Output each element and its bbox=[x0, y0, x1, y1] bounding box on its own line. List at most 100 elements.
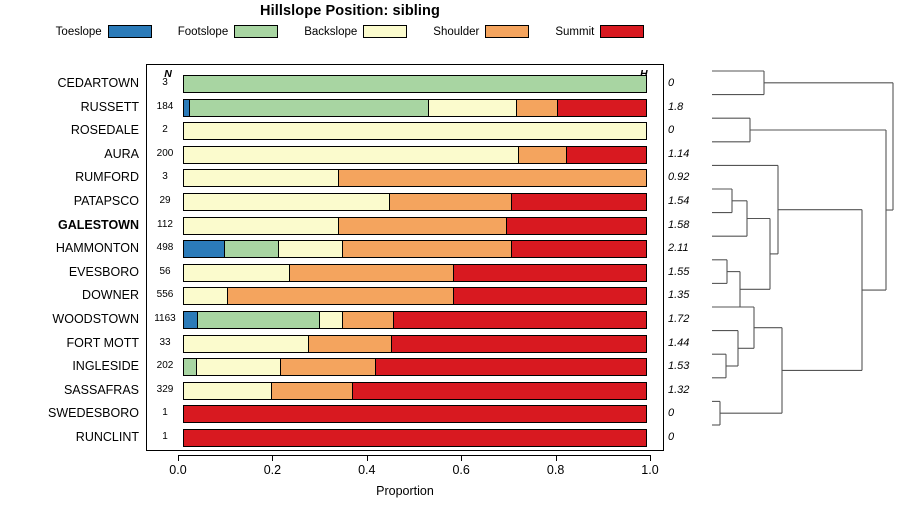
row-label: GALESTOWN bbox=[57, 217, 139, 232]
row-h-value: 2.11 bbox=[668, 242, 689, 255]
x-tick bbox=[555, 455, 557, 461]
row-h-value: 1.58 bbox=[668, 218, 690, 231]
x-tick bbox=[178, 455, 179, 461]
bar-segment-toeslope bbox=[184, 241, 225, 258]
row-h-value: 1.53 bbox=[668, 360, 690, 373]
table-row: FORT MOTT 33 1.44 bbox=[0, 331, 900, 355]
chart-title: Hillslope Position: sibling bbox=[260, 3, 440, 19]
legend-swatch bbox=[107, 25, 152, 38]
table-row: INGLESIDE 202 1.53 bbox=[0, 354, 900, 378]
stacked-bar bbox=[183, 358, 647, 377]
table-row: CEDARTOWN 3 0 bbox=[0, 71, 900, 95]
table-row: RUSSETT 184 1.8 bbox=[0, 95, 900, 119]
row-label: PATAPSCO bbox=[73, 194, 139, 208]
table-row: SASSAFRAS 329 1.32 bbox=[0, 378, 900, 402]
x-tick-label: 0.4 bbox=[358, 463, 376, 477]
bar-segment-shoulder bbox=[389, 194, 512, 210]
row-h-value: 1.32 bbox=[668, 383, 690, 396]
bar-segment-summit bbox=[454, 288, 646, 305]
bar-segment-backslope bbox=[184, 194, 390, 210]
row-n-value: 29 bbox=[159, 195, 171, 206]
bar-segment-summit bbox=[511, 241, 646, 258]
stacked-bar bbox=[183, 311, 647, 329]
legend-swatch bbox=[600, 25, 645, 38]
row-n-value: 3 bbox=[162, 77, 168, 88]
bar-segment-shoulder bbox=[227, 288, 455, 305]
bar-segment-summit bbox=[391, 335, 646, 352]
x-tick-label: 0.0 bbox=[169, 463, 187, 477]
table-row: PATAPSCO 29 1.54 bbox=[0, 189, 900, 213]
legend-label: Toeslope bbox=[55, 25, 102, 38]
row-label: INGLESIDE bbox=[72, 359, 139, 374]
row-n-value: 56 bbox=[159, 265, 171, 277]
stacked-bar bbox=[183, 193, 647, 211]
row-label: ROSEDALE bbox=[70, 123, 139, 138]
stacked-bar bbox=[183, 405, 647, 424]
bar-segment-footslope bbox=[184, 76, 646, 92]
row-label: SASSAFRAS bbox=[63, 382, 139, 397]
row-h-value: 0 bbox=[668, 77, 675, 89]
row-label: AURA bbox=[104, 146, 139, 161]
stacked-bar bbox=[183, 98, 647, 117]
row-h-value: 1.14 bbox=[668, 147, 690, 160]
row-h-value: 1.54 bbox=[668, 195, 690, 207]
x-tick-label: 0.2 bbox=[263, 463, 282, 477]
row-h-value: 1.72 bbox=[668, 313, 690, 325]
x-tick-label: 0.8 bbox=[546, 463, 565, 477]
bar-segment-shoulder bbox=[338, 170, 646, 187]
row-n-value: 33 bbox=[159, 336, 171, 348]
bar-segment-shoulder bbox=[281, 359, 376, 376]
row-n-value: 112 bbox=[157, 218, 173, 230]
stacked-bar bbox=[183, 334, 647, 353]
row-label: DOWNER bbox=[82, 288, 139, 303]
row-h-value: 0 bbox=[668, 124, 675, 137]
x-tick-label: 0.6 bbox=[452, 463, 470, 477]
bar-segment-backslope bbox=[184, 335, 309, 352]
row-h-value: 1.44 bbox=[668, 336, 690, 349]
bar-segment-footslope bbox=[184, 359, 197, 376]
bar-segment-backslope bbox=[320, 312, 344, 328]
legend-item-shoulder: Shoulder bbox=[433, 25, 530, 38]
bar-segment-summit bbox=[184, 406, 646, 423]
row-label: FORT MOTT bbox=[66, 335, 139, 350]
bar-segment-summit bbox=[394, 312, 646, 328]
row-n-value: 329 bbox=[156, 383, 174, 395]
stacked-bar bbox=[183, 381, 647, 400]
bar-segment-shoulder bbox=[343, 312, 395, 328]
bar-segment-shoulder bbox=[308, 335, 392, 352]
x-axis-line bbox=[178, 455, 650, 456]
bar-segment-summit bbox=[558, 99, 646, 116]
legend-item-footslope: Footslope bbox=[178, 25, 279, 38]
row-label: CEDARTOWN bbox=[57, 76, 140, 90]
bar-segment-footslope bbox=[189, 99, 429, 116]
legend-label: Summit bbox=[555, 25, 595, 38]
table-row: RUMFORD 3 0.92 bbox=[0, 165, 900, 189]
row-label: RUSSETT bbox=[80, 99, 139, 114]
bar-segment-backslope bbox=[184, 382, 272, 399]
legend-item-backslope: Backslope bbox=[304, 25, 408, 38]
legend-label: Backslope bbox=[304, 25, 358, 38]
bar-segment-backslope bbox=[196, 359, 281, 376]
row-label: SWEDESBORO bbox=[48, 406, 139, 421]
bar-segment-backslope bbox=[428, 99, 517, 116]
column-header-n: N bbox=[164, 68, 172, 80]
bar-segment-shoulder bbox=[271, 382, 353, 399]
bar-segment-shoulder bbox=[338, 217, 508, 234]
table-row: RUNCLINT 1 0 bbox=[0, 425, 900, 449]
row-h-value: 0 bbox=[668, 431, 675, 443]
legend: Toeslope Footslope Backslope Shoulder Summit bbox=[0, 25, 700, 38]
bar-segment-summit bbox=[184, 430, 646, 446]
x-tick bbox=[366, 455, 368, 461]
bar-segment-summit bbox=[375, 359, 646, 376]
bar-segment-backslope bbox=[184, 217, 339, 234]
legend-item-toeslope: Toeslope bbox=[56, 25, 152, 38]
table-row: WOODSTOWN 1163 1.72 bbox=[0, 307, 900, 331]
bar-segment-footslope bbox=[224, 241, 279, 258]
row-h-value: 0.92 bbox=[668, 171, 690, 184]
x-tick bbox=[650, 455, 651, 461]
bar-segment-backslope bbox=[184, 288, 228, 305]
column-header-h: H bbox=[640, 68, 648, 80]
table-row: EVESBORO 56 1.55 bbox=[0, 260, 900, 284]
bar-segment-shoulder bbox=[290, 264, 455, 281]
row-n-value: 1 bbox=[162, 431, 168, 442]
